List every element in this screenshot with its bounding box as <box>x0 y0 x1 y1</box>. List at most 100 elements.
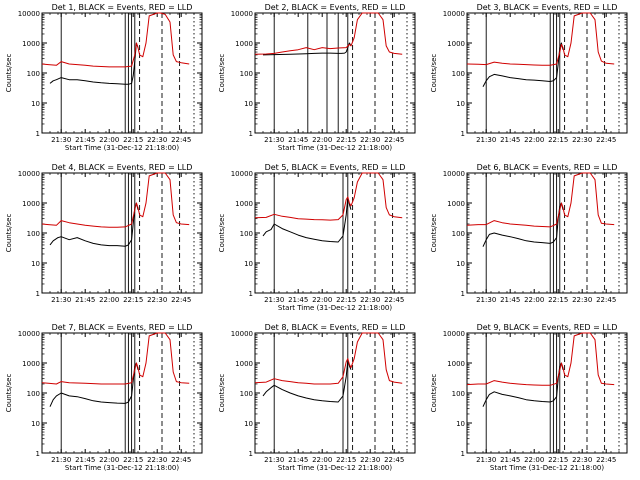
y-tick-label: 1 <box>36 130 40 138</box>
detector-panel-7: Det 7, BLACK = Events, RED = LLD Counts/s… <box>5 323 203 472</box>
plot-frame <box>254 172 416 294</box>
y-tick-label: 1 <box>249 290 253 298</box>
y-tick-label: 10 <box>31 260 40 268</box>
x-tick-label: 21:30 <box>264 296 284 304</box>
series-lld <box>41 12 190 68</box>
plot-frame <box>466 12 628 134</box>
y-tick-label: 10 <box>244 260 253 268</box>
series-lld <box>466 12 615 66</box>
series-lld <box>254 332 403 385</box>
y-tick-label: 1000 <box>447 40 465 48</box>
y-tick-label: 10 <box>456 420 465 428</box>
y-tick-label: 10000 <box>231 170 253 178</box>
detector-panel-9: Det 9, BLACK = Events, RED = LLD Counts/s… <box>430 323 628 472</box>
y-tick-label: 1000 <box>235 360 253 368</box>
x-tick-label: 22:30 <box>360 296 380 304</box>
x-tick-label: 21:45 <box>75 136 95 144</box>
y-tick-label: 1 <box>36 450 40 458</box>
x-tick-label: 21:45 <box>500 456 520 464</box>
x-tick-label: 21:30 <box>264 136 284 144</box>
x-tick-label: 21:45 <box>75 296 95 304</box>
y-tick-label: 100 <box>27 230 40 238</box>
x-tick-label: 22:30 <box>147 456 167 464</box>
y-axis-label: Counts/sec <box>430 374 438 413</box>
y-tick-label: 1 <box>249 130 253 138</box>
y-tick-label: 1000 <box>22 200 40 208</box>
series-lld <box>466 172 615 228</box>
y-tick-label: 1000 <box>235 200 253 208</box>
x-tick-label: 22:30 <box>147 296 167 304</box>
detector-panel-4: Det 4, BLACK = Events, RED = LLD Counts/s… <box>5 163 203 304</box>
x-tick-label: 22:00 <box>99 136 119 144</box>
series-events <box>262 42 352 56</box>
x-tick-label: 22:00 <box>524 136 544 144</box>
x-tick-label: 22:00 <box>524 456 544 464</box>
x-axis-label: Start Time (31-Dec-12 21:18:00) <box>65 464 179 472</box>
panel-title: Det 1, BLACK = Events, RED = LLD <box>52 3 193 12</box>
y-tick-label: 10 <box>456 260 465 268</box>
y-tick-label: 100 <box>452 390 465 398</box>
series-events <box>262 197 352 243</box>
y-tick-label: 10 <box>31 100 40 108</box>
y-tick-label: 100 <box>27 390 40 398</box>
plot-frame <box>254 332 416 454</box>
detector-panel-8: Det 8, BLACK = Events, RED = LLD Counts/s… <box>218 323 416 472</box>
x-tick-label: 21:45 <box>500 136 520 144</box>
x-tick-label: 22:45 <box>384 296 404 304</box>
x-tick-label: 21:30 <box>476 136 496 144</box>
x-tick-label: 22:45 <box>384 456 404 464</box>
detector-panel-6: Det 6, BLACK = Events, RED = LLD Counts/s… <box>430 163 628 304</box>
y-tick-label: 10000 <box>231 10 253 18</box>
x-tick-label: 21:30 <box>264 456 284 464</box>
y-tick-label: 100 <box>452 230 465 238</box>
detector-panel-1: Det 1, BLACK = Events, RED = LLD Counts/s… <box>5 3 203 152</box>
x-tick-label: 21:30 <box>476 456 496 464</box>
x-tick-label: 21:45 <box>500 296 520 304</box>
detector-panel-2: Det 2, BLACK = Events, RED = LLD Counts/s… <box>218 3 416 152</box>
y-tick-label: 10 <box>31 420 40 428</box>
x-tick-label: 22:45 <box>171 136 191 144</box>
panel-title: Det 8, BLACK = Events, RED = LLD <box>265 323 406 332</box>
x-tick-label: 22:15 <box>548 136 568 144</box>
x-tick-label: 21:30 <box>51 456 71 464</box>
x-tick-label: 21:45 <box>288 296 308 304</box>
y-tick-label: 1000 <box>447 360 465 368</box>
x-tick-label: 21:30 <box>51 136 71 144</box>
y-tick-label: 1 <box>461 130 465 138</box>
panel-title: Det 4, BLACK = Events, RED = LLD <box>52 163 193 172</box>
series-lld <box>254 12 403 55</box>
x-tick-label: 22:15 <box>123 136 143 144</box>
x-tick-label: 22:45 <box>596 296 616 304</box>
y-tick-label: 1000 <box>235 40 253 48</box>
panel-title: Det 5, BLACK = Events, RED = LLD <box>265 163 406 172</box>
y-axis-label: Counts/sec <box>430 54 438 93</box>
x-tick-label: 22:00 <box>99 296 119 304</box>
series-events <box>49 42 139 85</box>
x-tick-label: 21:30 <box>51 296 71 304</box>
y-tick-label: 10000 <box>18 330 40 338</box>
x-axis-label: Start Time (31-Dec-12 21:18:00) <box>278 144 392 152</box>
series-lld <box>41 332 190 385</box>
x-tick-label: 22:00 <box>312 136 332 144</box>
x-tick-label: 22:15 <box>123 456 143 464</box>
y-tick-label: 10 <box>244 100 253 108</box>
panel-title: Det 6, BLACK = Events, RED = LLD <box>477 163 618 172</box>
x-axis-label: Start Time (31-Dec-12 21:18:00) <box>278 304 392 312</box>
x-tick-label: 22:15 <box>548 456 568 464</box>
x-axis-label: Start Time (31-Dec-12 21:18:00) <box>278 464 392 472</box>
x-tick-label: 21:30 <box>476 296 496 304</box>
panel-title: Det 7, BLACK = Events, RED = LLD <box>52 323 193 332</box>
plot-frame <box>41 172 203 294</box>
y-tick-label: 1 <box>461 290 465 298</box>
panel-title: Det 3, BLACK = Events, RED = LLD <box>477 3 618 12</box>
x-tick-label: 22:15 <box>336 456 356 464</box>
y-tick-label: 100 <box>240 230 253 238</box>
series-events <box>49 202 139 247</box>
plot-frame <box>41 12 203 134</box>
y-tick-label: 10 <box>456 100 465 108</box>
panel-title: Det 2, BLACK = Events, RED = LLD <box>265 3 406 12</box>
y-tick-label: 100 <box>240 70 253 78</box>
x-tick-label: 22:45 <box>171 296 191 304</box>
y-tick-label: 1000 <box>447 200 465 208</box>
